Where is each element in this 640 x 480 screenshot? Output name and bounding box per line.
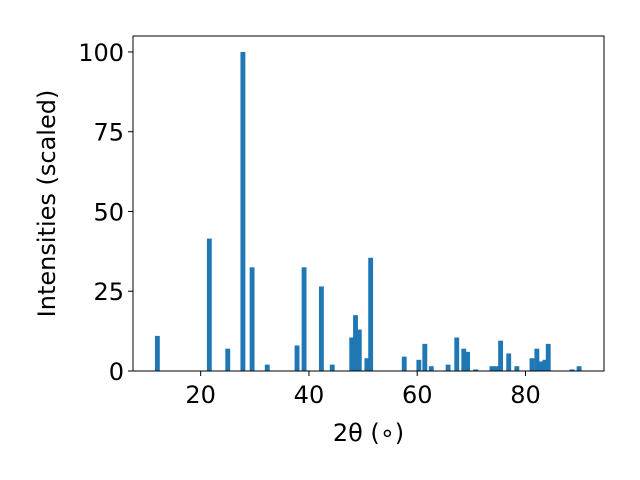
bar bbox=[264, 364, 270, 371]
x-axis-label: 2θ (∘) bbox=[333, 419, 404, 447]
bar bbox=[506, 353, 512, 371]
x-axis-ticks: 20 40 60 80 bbox=[185, 371, 541, 409]
bar bbox=[529, 358, 535, 371]
bar bbox=[534, 348, 540, 371]
bar bbox=[225, 348, 231, 371]
bar bbox=[364, 358, 370, 371]
bar bbox=[356, 329, 362, 371]
x-tick-label: 60 bbox=[402, 381, 433, 409]
y-tick-label: 50 bbox=[93, 198, 124, 226]
bar bbox=[349, 337, 355, 371]
y-tick-label: 100 bbox=[78, 39, 124, 67]
bar bbox=[353, 315, 358, 371]
bar bbox=[329, 364, 335, 371]
y-tick-label: 75 bbox=[93, 119, 124, 147]
bar bbox=[294, 345, 300, 371]
bar bbox=[498, 340, 504, 371]
bar bbox=[206, 238, 212, 371]
bar bbox=[249, 267, 255, 371]
plot-frame bbox=[132, 35, 605, 372]
bar bbox=[368, 257, 374, 371]
bar bbox=[154, 335, 160, 371]
bars-group bbox=[154, 51, 582, 371]
y-tick-label: 0 bbox=[109, 358, 124, 386]
bar bbox=[569, 369, 575, 371]
bar bbox=[514, 366, 520, 371]
bar bbox=[545, 343, 551, 371]
bar bbox=[576, 366, 582, 371]
bar bbox=[473, 369, 479, 371]
y-axis-label: Intensities (scaled) bbox=[33, 90, 61, 318]
bar bbox=[461, 348, 467, 371]
x-tick-label: 20 bbox=[185, 381, 216, 409]
bar bbox=[454, 337, 460, 371]
bar bbox=[489, 366, 495, 371]
bar bbox=[542, 359, 548, 371]
x-tick-label: 40 bbox=[294, 381, 325, 409]
bar bbox=[422, 343, 428, 371]
bar bbox=[428, 366, 434, 371]
bar bbox=[416, 359, 422, 371]
bar bbox=[445, 364, 451, 371]
bar bbox=[493, 366, 499, 371]
bar bbox=[318, 286, 324, 371]
x-tick-label: 80 bbox=[510, 381, 541, 409]
bar bbox=[240, 51, 246, 371]
bar bbox=[401, 356, 407, 371]
bar bbox=[538, 361, 544, 371]
bar bbox=[301, 267, 307, 371]
y-tick-label: 25 bbox=[93, 278, 124, 306]
y-axis-ticks: 0 25 50 75 100 bbox=[78, 39, 133, 386]
bar bbox=[465, 351, 471, 371]
